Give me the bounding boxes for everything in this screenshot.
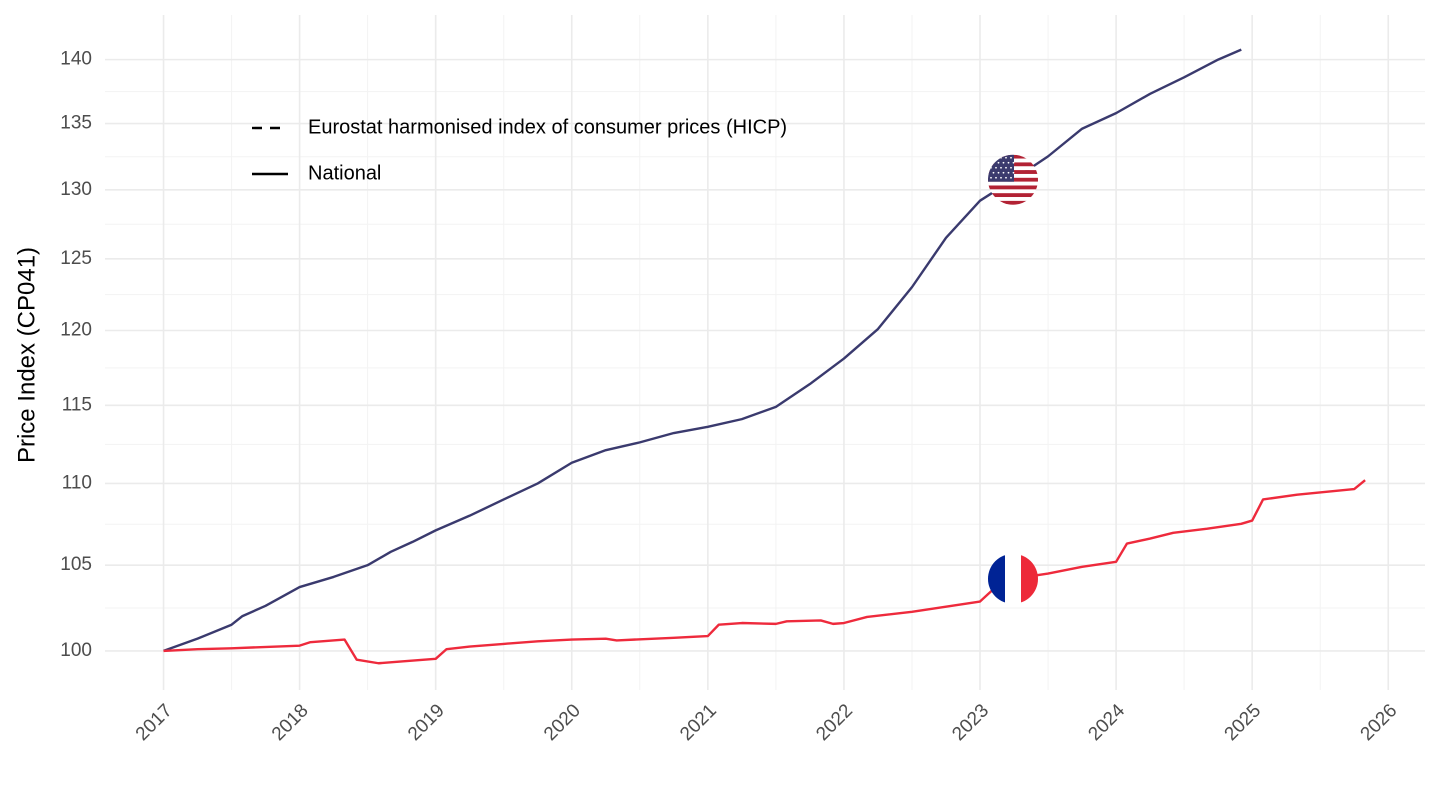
- flags: [988, 154, 1038, 604]
- flag-body: [988, 154, 1038, 205]
- legend-label: National: [308, 162, 381, 184]
- flag-star: [990, 176, 992, 179]
- flag-star: [992, 161, 995, 164]
- y-tick-label: 135: [60, 113, 92, 134]
- flag-stripe: [988, 185, 1038, 190]
- flag-us: [988, 154, 1038, 205]
- y-tick-label: 120: [60, 320, 92, 341]
- flag-stripe: [988, 181, 1038, 186]
- flag-star: [1000, 176, 1002, 179]
- flag-star: [1012, 171, 1015, 174]
- grid: [105, 15, 1425, 690]
- x-tick-label: 2025: [1221, 700, 1266, 745]
- flag-body: [988, 553, 1038, 604]
- x-tick-label: 2017: [132, 700, 177, 745]
- series-line: [163, 479, 1366, 665]
- flag-star: [1010, 156, 1012, 159]
- flag-star: [1007, 161, 1010, 164]
- x-tick-label: 2019: [404, 700, 449, 745]
- flag-star: [990, 166, 992, 169]
- flag-star: [997, 171, 1000, 174]
- flag-fr: [988, 553, 1038, 604]
- flag-star: [995, 176, 997, 179]
- flag-star: [1005, 166, 1007, 169]
- labels: 100 105 110 115 120 125 130 135 140 2017 2018 2019 2…: [60, 49, 1401, 745]
- flag-star: [1005, 176, 1007, 179]
- flag-stripe: [988, 193, 1038, 198]
- x-tick-label: 2023: [948, 700, 993, 745]
- y-axis-title: Price Index (CP041): [13, 247, 40, 463]
- flag-stripe: [988, 197, 1038, 202]
- flag-star: [995, 166, 997, 169]
- y-tick-label: 130: [60, 179, 92, 200]
- y-tick-label: 110: [62, 472, 92, 493]
- series-line: [163, 48, 1242, 653]
- flag-star: [992, 171, 995, 174]
- flag-stripe: [988, 553, 1005, 604]
- flag-star: [1002, 171, 1005, 174]
- y-tick-label: 140: [60, 49, 92, 70]
- lines: [163, 48, 1366, 665]
- flag-star: [1010, 176, 1012, 179]
- flag-stripe: [1005, 553, 1021, 604]
- flag-stripe: [1021, 553, 1038, 604]
- x-tick-label: 2022: [812, 700, 857, 745]
- flag-star: [1002, 161, 1005, 164]
- x-tick-label: 2024: [1084, 700, 1129, 745]
- flag-star: [1007, 171, 1010, 174]
- flag-star: [1012, 161, 1015, 164]
- flag-star: [1005, 156, 1007, 159]
- legend-label: Eurostat harmonised index of consumer pr…: [308, 116, 787, 138]
- flag-star: [1010, 166, 1012, 169]
- flag-star: [1000, 166, 1002, 169]
- y-tick-label: 115: [62, 394, 92, 415]
- flag-star: [997, 161, 1000, 164]
- x-tick-label: 2021: [676, 700, 721, 745]
- y-tick-label: 125: [60, 248, 92, 269]
- x-tick-label: 2020: [540, 700, 585, 745]
- flag-stripe: [988, 189, 1038, 194]
- flag-stripe: [988, 200, 1038, 205]
- x-tick-label: 2026: [1357, 700, 1402, 745]
- y-tick-label: 105: [60, 554, 92, 575]
- y-tick-label: 100: [60, 640, 92, 661]
- x-tick-label: 2018: [268, 700, 313, 745]
